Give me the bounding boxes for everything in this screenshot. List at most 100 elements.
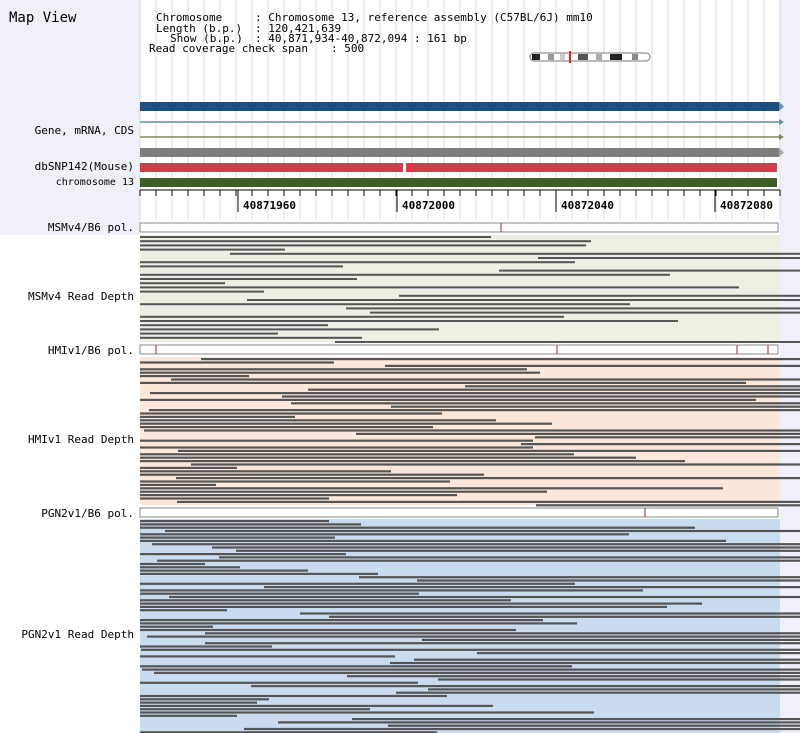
- read-bar: [147, 635, 800, 638]
- read-bar: [140, 619, 543, 622]
- read-bar: [140, 582, 575, 585]
- read-bar: [149, 409, 800, 412]
- read-bar: [140, 303, 630, 306]
- read-bar: [140, 398, 756, 401]
- track-label-hmi-pol[interactable]: HMIv1/B6 pol.: [47, 344, 134, 357]
- left-panel: [0, 0, 140, 235]
- msm-read-depth-reads: [140, 236, 800, 343]
- read-bar: [140, 665, 572, 668]
- read-bar: [391, 405, 800, 408]
- read-bar: [388, 724, 800, 727]
- read-bar: [356, 432, 800, 435]
- chromosome-bar[interactable]: [140, 178, 777, 187]
- read-bar: [278, 721, 800, 724]
- read-bar: [428, 688, 800, 691]
- ruler-tick-label-4: 40872080: [720, 199, 773, 212]
- read-bar: [142, 668, 800, 671]
- read-bar: [359, 576, 800, 579]
- ruler-tick-label-2: 40872000: [402, 199, 455, 212]
- read-bar: [140, 599, 511, 602]
- track-label-msm-pol[interactable]: MSMv4/B6 pol.: [47, 221, 134, 234]
- hmi-read-depth-reads: [140, 358, 800, 507]
- read-bar: [140, 497, 329, 500]
- read-bar: [140, 236, 491, 238]
- read-bar: [140, 572, 378, 575]
- gene-bar[interactable]: [140, 102, 779, 111]
- read-bar: [399, 294, 800, 297]
- read-bar: [347, 675, 800, 678]
- dbsnp-bar-right[interactable]: [406, 163, 777, 172]
- info-chromosome-key: Chromosome: [156, 11, 223, 24]
- read-bar: [176, 477, 800, 480]
- hmi-pol-strip[interactable]: [139, 344, 779, 355]
- panel-title: Map View: [9, 10, 77, 26]
- track-label-chromosome[interactable]: chromosome 13: [55, 177, 134, 188]
- read-bar: [140, 569, 308, 572]
- read-bar: [140, 446, 533, 449]
- read-bar: [414, 658, 800, 661]
- read-bar: [236, 549, 800, 552]
- read-bar: [140, 336, 362, 339]
- read-bar: [178, 449, 800, 452]
- read-bar: [150, 392, 800, 395]
- mrna-arrow-1: [779, 119, 784, 125]
- read-bar: [140, 320, 678, 322]
- info-span-value: : 500: [331, 42, 365, 55]
- read-bar: [140, 708, 370, 711]
- dbsnp-bar-left[interactable]: [140, 163, 403, 172]
- read-bar: [477, 652, 800, 655]
- ruler-tick-label-3: 40872040: [561, 199, 614, 212]
- read-bar: [140, 704, 493, 707]
- track-label-hmi-depth[interactable]: HMIv1 Read Depth: [28, 433, 134, 446]
- read-bar: [140, 553, 346, 556]
- read-bar: [140, 426, 433, 429]
- chromosome-ideogram[interactable]: [529, 51, 651, 63]
- read-bar: [140, 361, 334, 364]
- read-bar: [140, 328, 439, 331]
- read-bar: [219, 556, 800, 559]
- read-bar: [140, 526, 695, 529]
- read-bar: [140, 609, 227, 612]
- read-bar: [140, 473, 484, 476]
- read-bar: [140, 562, 205, 566]
- read-bar: [140, 371, 540, 374]
- info-length-value: : 120,421,639: [255, 22, 342, 35]
- read-bar: [140, 248, 285, 251]
- read-bar: [140, 490, 547, 493]
- track-label-pgn-depth[interactable]: PGN2v1 Read Depth: [21, 628, 134, 641]
- cds-bar[interactable]: [140, 148, 779, 157]
- read-bar: [169, 595, 800, 599]
- read-bar: [140, 290, 264, 293]
- read-bar: [177, 500, 800, 503]
- read-bar: [536, 504, 800, 507]
- read-bar: [352, 718, 800, 721]
- read-bar: [191, 463, 800, 466]
- gene-bar-arrow: [779, 102, 784, 111]
- read-bar: [165, 529, 800, 533]
- track-label-dbsnp[interactable]: dbSNP142(Mouse): [34, 160, 134, 173]
- info-chromosome-value: : Chromosome 13, reference assembly (C57…: [255, 11, 593, 24]
- read-bar: [140, 460, 685, 463]
- read-bar: [140, 466, 237, 469]
- read-bar: [140, 622, 577, 625]
- read-bar: [385, 364, 800, 367]
- read-bar: [438, 678, 800, 681]
- track-label-msm-depth[interactable]: MSMv4 Read Depth: [28, 290, 134, 303]
- read-bar: [140, 701, 257, 704]
- read-bar: [140, 375, 249, 378]
- msm-pol-strip[interactable]: [139, 222, 779, 233]
- track-label-gene[interactable]: Gene, mRNA, CDS: [34, 124, 134, 137]
- pgn-pol-strip[interactable]: [139, 507, 779, 518]
- read-bar: [140, 655, 395, 658]
- read-bar: [521, 443, 800, 446]
- read-bar: [212, 546, 800, 549]
- read-bar: [251, 685, 800, 688]
- info-length-key: Length (b.p.): [156, 22, 243, 35]
- track-label-pgn-pol[interactable]: PGN2v1/B6 pol.: [41, 507, 134, 520]
- read-bar: [140, 453, 574, 456]
- read-bar: [140, 628, 516, 632]
- read-bar: [140, 286, 739, 289]
- read-bar: [535, 436, 800, 439]
- read-bar: [308, 388, 800, 391]
